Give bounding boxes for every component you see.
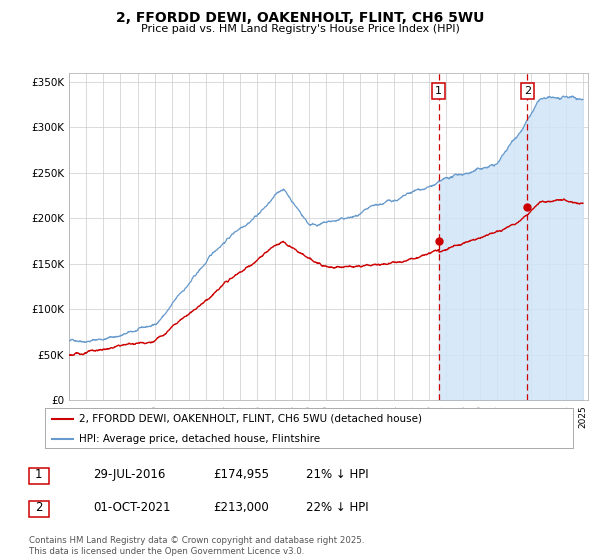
Text: £174,955: £174,955: [213, 468, 269, 482]
Text: Price paid vs. HM Land Registry's House Price Index (HPI): Price paid vs. HM Land Registry's House …: [140, 24, 460, 34]
Text: HPI: Average price, detached house, Flintshire: HPI: Average price, detached house, Flin…: [79, 434, 320, 444]
Text: 1: 1: [435, 86, 442, 96]
Text: 2: 2: [35, 501, 43, 515]
Text: 29-JUL-2016: 29-JUL-2016: [93, 468, 166, 482]
Text: 01-OCT-2021: 01-OCT-2021: [93, 501, 170, 515]
Text: 2, FFORDD DEWI, OAKENHOLT, FLINT, CH6 5WU (detached house): 2, FFORDD DEWI, OAKENHOLT, FLINT, CH6 5W…: [79, 414, 422, 423]
Text: Contains HM Land Registry data © Crown copyright and database right 2025.
This d: Contains HM Land Registry data © Crown c…: [29, 536, 364, 556]
Text: 2: 2: [524, 86, 531, 96]
Text: 2, FFORDD DEWI, OAKENHOLT, FLINT, CH6 5WU: 2, FFORDD DEWI, OAKENHOLT, FLINT, CH6 5W…: [116, 11, 484, 25]
Text: 1: 1: [35, 468, 43, 482]
Text: 21% ↓ HPI: 21% ↓ HPI: [306, 468, 368, 482]
Text: £213,000: £213,000: [213, 501, 269, 515]
Text: 22% ↓ HPI: 22% ↓ HPI: [306, 501, 368, 515]
